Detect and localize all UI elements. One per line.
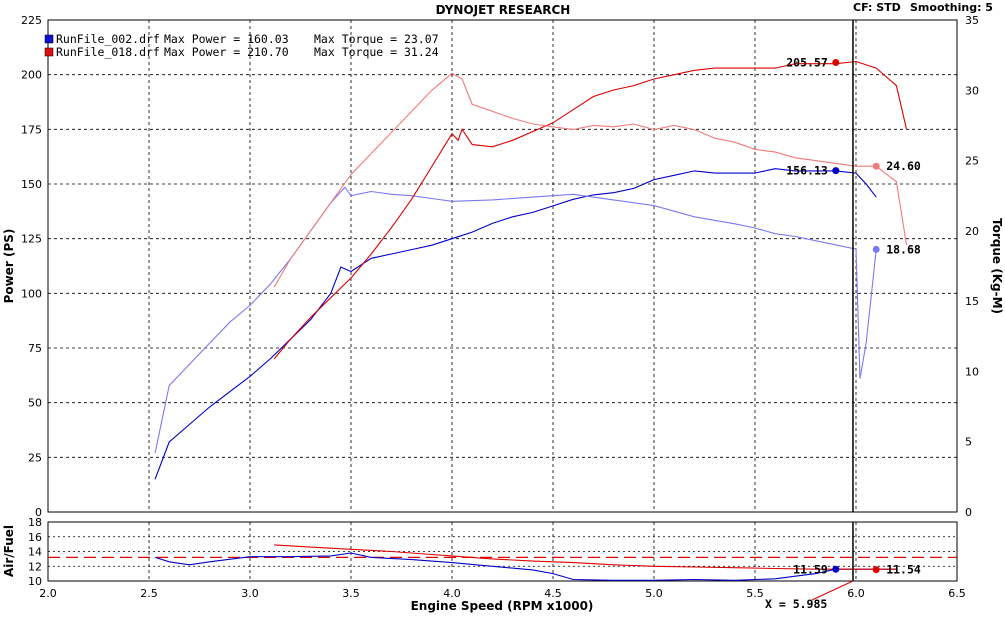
x-tick-label: 5.5 — [746, 587, 764, 600]
x-tick-label: 6.0 — [847, 587, 865, 600]
x-tick-label: 5.0 — [645, 587, 663, 600]
marker-point — [872, 245, 880, 253]
afr-tick-label: 10 — [28, 575, 42, 588]
main-ticks: 0 25 50 75 100 125 150 175 200 225 0 5 10 15 20 25 30 35 — [21, 14, 979, 519]
legend-file-run018: RunFile_018.drf — [56, 45, 160, 59]
series-line-power-run018 — [273, 60, 908, 360]
cf-label: CF: STD — [853, 1, 901, 14]
y2-tick-label: 10 — [965, 365, 979, 378]
series-line-power-run002 — [154, 168, 877, 480]
afr-marker-point — [872, 566, 880, 574]
afr-tick-label: 16 — [28, 531, 42, 544]
series-line-torque-run018 — [273, 72, 908, 288]
legend-torque-run018: Max Torque = 31.24 — [314, 45, 439, 59]
marker-point — [832, 58, 840, 66]
afr-tick-label: 12 — [28, 560, 42, 573]
main-markers: 205.57 156.13 24.60 18.68 — [786, 55, 921, 256]
afr-series-line-run002 — [154, 552, 897, 581]
legend-torque-run002: Max Torque = 23.07 — [314, 32, 439, 46]
x-tick-label: 2.0 — [39, 587, 57, 600]
marker-label: 24.60 — [886, 159, 921, 173]
y2-tick-label: 15 — [965, 295, 979, 308]
afr-marker-point — [832, 565, 840, 573]
afr-tick-label: 14 — [28, 546, 42, 559]
x-tick-label: 3.5 — [342, 587, 360, 600]
main-plot-area — [47, 19, 958, 513]
legend-swatch-run018 — [44, 47, 54, 57]
x-tick-label: 4.5 — [544, 587, 562, 600]
y-tick-label: 225 — [21, 14, 42, 27]
y2-tick-label: 5 — [965, 436, 972, 449]
legend-swatch-run002 — [44, 34, 54, 44]
x-axis-ticks: 2.0 2.5 3.0 3.5 4.0 4.5 5.0 5.5 6.0 6.5 — [39, 587, 966, 600]
y-tick-label: 100 — [21, 287, 42, 300]
marker-point — [872, 162, 880, 170]
y-tick-label: 175 — [21, 123, 42, 136]
y-tick-label: 200 — [21, 69, 42, 82]
x-axis-title: Engine Speed (RPM x1000) — [411, 599, 594, 613]
y2-tick-label: 20 — [965, 225, 979, 238]
afr-grid — [48, 522, 957, 581]
x-tick-label: 2.5 — [140, 587, 158, 600]
y-tick-label: 75 — [28, 342, 42, 355]
y-axis-title: Power (PS) — [2, 229, 16, 304]
y-tick-label: 50 — [28, 397, 42, 410]
x-tick-label: 6.5 — [948, 587, 966, 600]
marker-point — [832, 167, 840, 175]
cursor-pointer-line — [811, 580, 854, 601]
afr-tick-label: 18 — [28, 516, 42, 529]
marker-label: 205.57 — [786, 55, 828, 69]
y2-tick-label: 0 — [965, 506, 972, 519]
marker-label: 18.68 — [886, 242, 921, 256]
afr-markers: 11.59 11.54 — [793, 562, 921, 576]
legend-power-run018: Max Power = 210.70 — [164, 45, 289, 59]
y2-tick-label: 25 — [965, 155, 979, 168]
afr-axis-title: Air/Fuel — [2, 525, 16, 577]
afr-marker-label: 11.54 — [886, 563, 921, 577]
y-tick-label: 125 — [21, 233, 42, 246]
main-series — [154, 60, 908, 480]
y-tick-label: 25 — [28, 451, 42, 464]
legend-file-run002: RunFile_002.drf — [56, 32, 160, 46]
chart-title: DYNOJET RESEARCH — [436, 3, 571, 17]
marker-label: 156.13 — [786, 164, 828, 178]
cursor[interactable] — [811, 20, 854, 601]
series-line-torque-run002 — [154, 186, 877, 454]
legend-power-run002: Max Power = 160.03 — [164, 32, 289, 46]
smoothing-label: Smoothing: 5 — [910, 1, 993, 14]
y-tick-label: 150 — [21, 178, 42, 191]
cursor-readout: X = 5.985 — [765, 597, 827, 611]
y2-tick-label: 30 — [965, 84, 979, 97]
y2-axis-title: Torque (Kg-M) — [990, 218, 1004, 314]
afr-marker-label: 11.59 — [793, 562, 828, 576]
y-tick-label: 0 — [35, 506, 42, 519]
y2-tick-label: 35 — [965, 14, 979, 27]
x-tick-label: 4.0 — [443, 587, 461, 600]
x-tick-label: 3.0 — [241, 587, 259, 600]
